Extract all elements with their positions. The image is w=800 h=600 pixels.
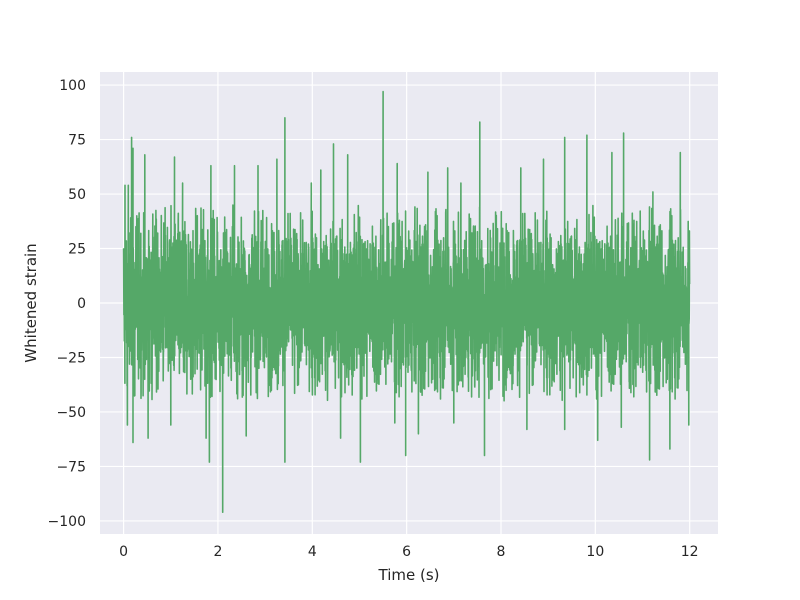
x-tick-label: 8 [497,544,506,560]
y-tick-label: −50 [56,405,86,421]
y-tick-label: −75 [56,459,86,475]
y-tick-label: 75 [68,133,86,149]
x-tick-label: 10 [586,544,604,560]
y-tick-label: −25 [56,350,86,366]
x-tick-labels: 0 2 4 6 8 10 12 [119,544,698,560]
y-tick-label: 0 [77,296,86,312]
x-tick-label: 0 [119,544,128,560]
x-tick-label: 6 [402,544,411,560]
series-layer [122,90,691,513]
y-axis-label: Whitened strain [22,243,40,362]
x-tick-label: 4 [308,544,317,560]
x-tick-label: 12 [681,544,699,560]
y-tick-label: −100 [48,514,86,530]
y-tick-label: 50 [68,187,86,203]
x-tick-label: 2 [213,544,222,560]
y-tick-labels: −100 −75 −50 −25 0 25 50 75 100 [48,78,86,530]
x-axis-label: Time (s) [378,566,440,584]
y-tick-label: 100 [59,78,86,94]
strain-series-line [122,90,691,513]
y-tick-label: 25 [68,242,86,258]
